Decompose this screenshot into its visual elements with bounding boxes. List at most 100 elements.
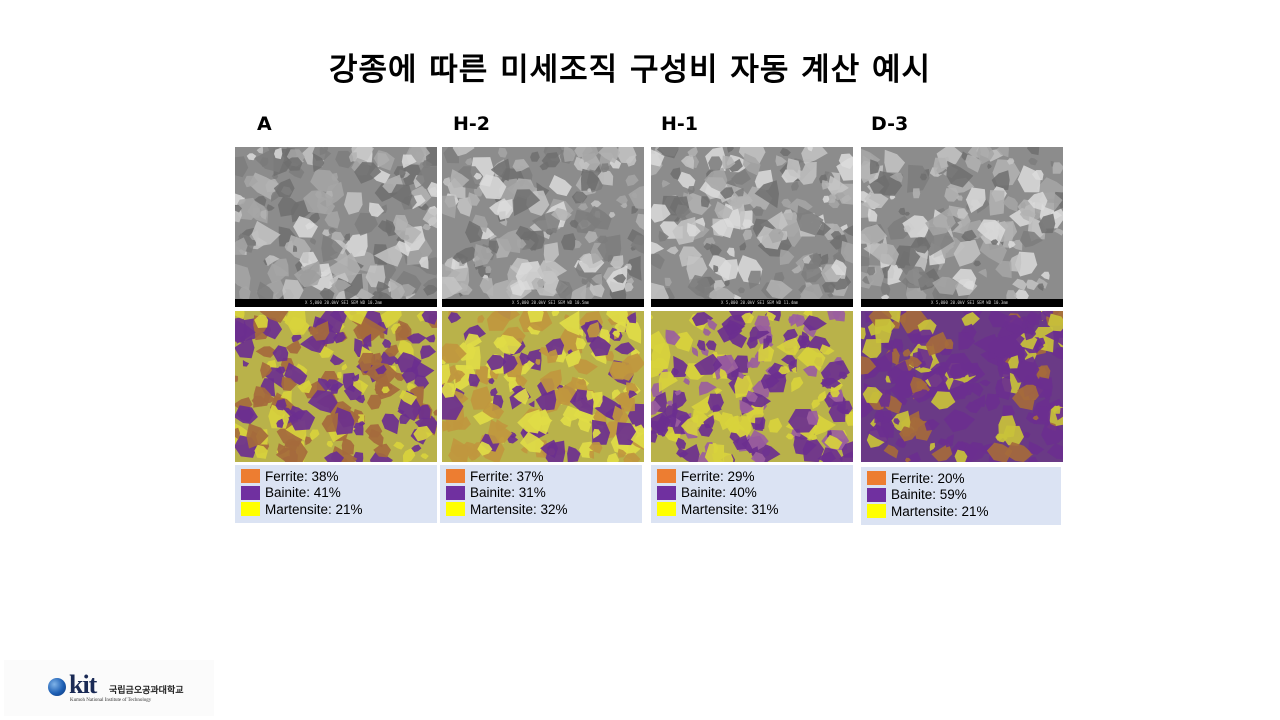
- bainite-swatch: [867, 487, 886, 502]
- texture-grain: [331, 279, 352, 294]
- texture-grain: [513, 189, 541, 217]
- texture-grain: [930, 391, 956, 410]
- texture-grain: [343, 311, 367, 325]
- texture-grain: [244, 175, 258, 188]
- ferrite-fraction: Ferrite: 38%: [265, 468, 339, 484]
- texture-grain: [562, 405, 583, 422]
- texture-grain: [670, 167, 681, 181]
- texture-grain: [730, 197, 744, 211]
- texture-grain: [691, 394, 713, 414]
- texture-grain: [502, 353, 518, 375]
- texture-grain: [952, 268, 977, 291]
- texture-grain: [889, 172, 903, 183]
- texture-grain: [873, 349, 893, 372]
- texture-grain: [285, 340, 302, 354]
- ferrite-swatch: [241, 469, 260, 484]
- texture-grain: [327, 252, 361, 284]
- texture-grain: [830, 231, 842, 240]
- texture-grain: [580, 168, 600, 191]
- texture-grain: [240, 335, 246, 342]
- texture-grain: [394, 359, 400, 365]
- texture-grain: [945, 434, 954, 448]
- martensite-swatch: [241, 502, 260, 517]
- texture-grain: [803, 315, 827, 331]
- texture-grain: [895, 438, 907, 448]
- texture-grain: [864, 190, 889, 208]
- texture-grain: [516, 239, 527, 249]
- texture-grain: [867, 424, 890, 444]
- texture-grain: [785, 433, 795, 440]
- texture-grain: [996, 147, 1009, 158]
- texture-grain: [701, 196, 710, 208]
- texture-grain: [352, 422, 364, 436]
- texture-grain: [726, 247, 735, 258]
- texture-grain: [961, 312, 980, 326]
- texture-grain: [1025, 311, 1040, 326]
- bainite-swatch: [446, 485, 465, 500]
- legend-row-ferrite: Ferrite: 37%: [446, 468, 636, 485]
- texture-grain: [330, 382, 339, 394]
- texture-grain: [256, 281, 274, 299]
- texture-grain: [986, 442, 1013, 462]
- texture-grain: [997, 358, 1011, 380]
- texture-grain: [707, 318, 718, 331]
- texture-grain: [393, 441, 405, 450]
- texture-grain: [399, 390, 418, 406]
- texture-grain: [1012, 278, 1027, 291]
- logo-english-name: Kumoh National Institute of Technology: [70, 698, 152, 703]
- texture-grain: [949, 379, 970, 401]
- texture-grain: [869, 174, 890, 194]
- texture-grain: [348, 152, 357, 163]
- texture-grain: [538, 416, 553, 426]
- texture-grain: [530, 151, 540, 162]
- texture-grain: [410, 358, 435, 378]
- texture-grain: [731, 168, 751, 185]
- texture-grain: [321, 234, 343, 263]
- texture-grain: [555, 380, 577, 404]
- phase-map-image: [651, 311, 853, 462]
- texture-grain: [259, 311, 289, 323]
- texture-grain: [861, 327, 866, 340]
- texture-grain: [272, 258, 289, 277]
- texture-grain: [607, 452, 620, 462]
- bainite-swatch: [657, 485, 676, 500]
- texture-grain: [394, 217, 422, 244]
- texture-grain: [818, 253, 829, 265]
- texture-grain: [946, 160, 974, 188]
- texture-grain: [766, 279, 793, 299]
- texture-grain: [294, 363, 308, 376]
- texture-grain: [791, 366, 797, 373]
- legend-row-bainite: Bainite: 41%: [241, 485, 431, 502]
- texture-grain: [729, 432, 740, 444]
- texture-grain: [344, 233, 350, 241]
- texture-grain: [989, 190, 1005, 216]
- texture-grain: [961, 229, 977, 241]
- texture-grain: [817, 390, 827, 403]
- texture-grain: [354, 212, 378, 236]
- texture-grain: [703, 415, 715, 429]
- texture-grain: [830, 386, 840, 398]
- texture-grain: [610, 255, 624, 269]
- sem-scale-bar: X 5,000 20.0kV SEI SEM WD 10.2mm: [235, 299, 437, 307]
- texture-grain: [965, 154, 982, 173]
- texture-grain: [290, 405, 306, 420]
- texture-grain: [659, 147, 679, 157]
- texture-grain: [281, 376, 298, 391]
- texture-grain: [590, 200, 602, 209]
- texture-grain: [709, 243, 722, 256]
- texture-grain: [477, 314, 485, 323]
- texture-grain: [760, 374, 780, 389]
- texture-grain: [911, 388, 934, 403]
- texture-grain: [1040, 271, 1050, 280]
- texture-grain: [293, 216, 318, 238]
- texture-grain: [908, 355, 922, 368]
- texture-grain: [573, 358, 598, 375]
- texture-grain: [800, 284, 823, 299]
- texture-grain: [235, 375, 239, 382]
- texture-grain: [471, 214, 488, 233]
- texture-grain: [925, 331, 950, 356]
- texture-grain: [317, 311, 344, 334]
- texture-grain: [341, 437, 355, 455]
- texture-grain: [482, 401, 505, 420]
- texture-grain: [726, 158, 743, 173]
